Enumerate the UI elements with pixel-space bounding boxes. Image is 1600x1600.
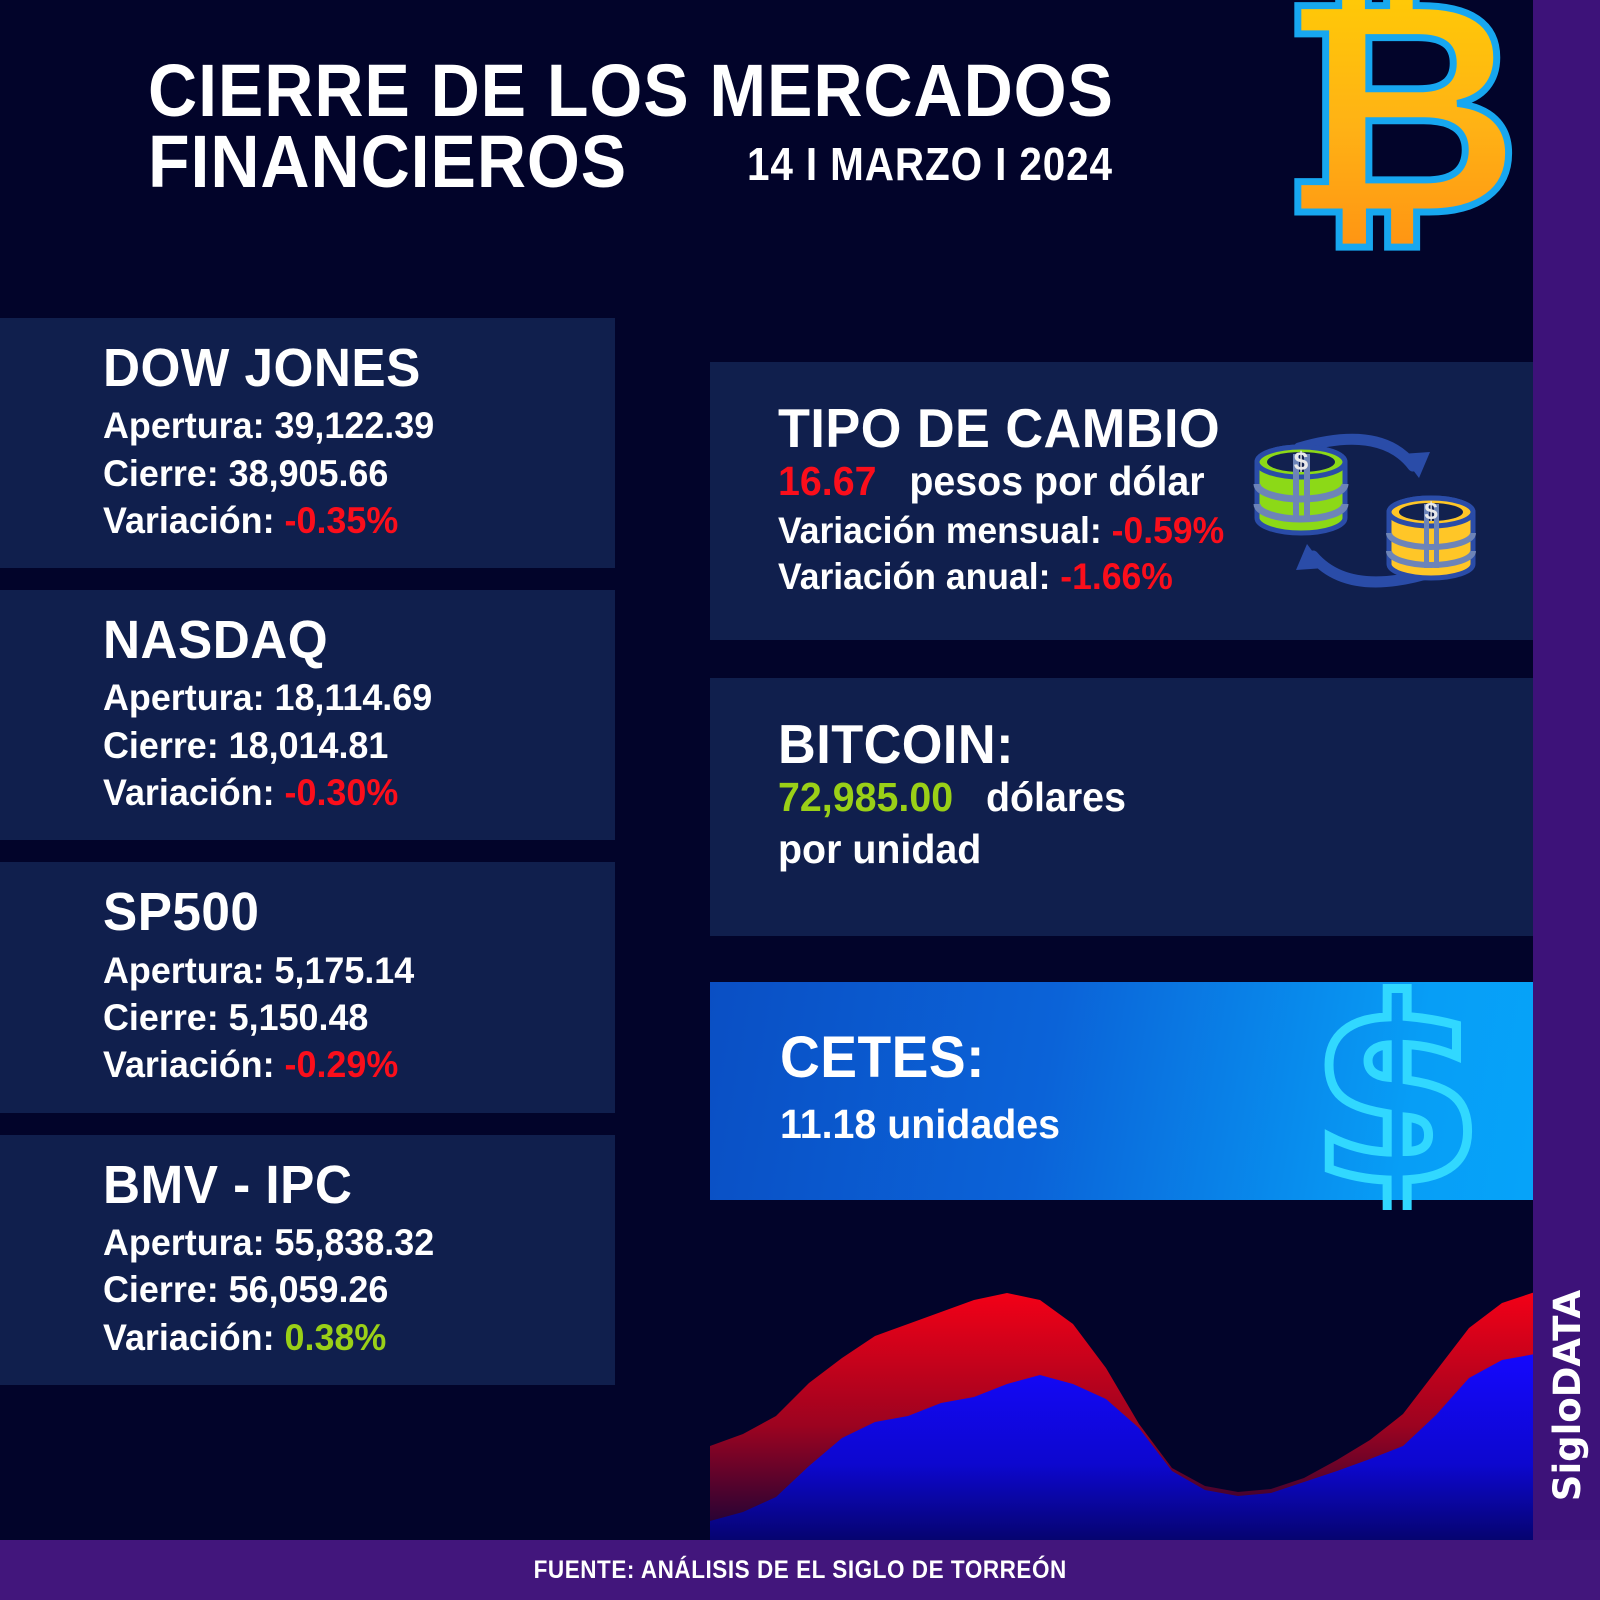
footer-source-text: FUENTE: ANÁLISIS DE EL SIGLO DE TORREÓN: [533, 1555, 1067, 1584]
apertura-label: Apertura:: [103, 405, 275, 447]
publication-date: 14 I MARZO I 2024: [746, 138, 1113, 191]
apertura-label: Apertura:: [103, 949, 275, 991]
variacion-anual-label: Variación anual:: [778, 556, 1061, 598]
variacion-value: 0.38%: [284, 1316, 387, 1358]
variacion-mensual-value: -0.59%: [1111, 509, 1225, 551]
index-name: DOW JONES: [103, 338, 421, 398]
page-title-line2: FINANCIEROS: [148, 120, 628, 204]
index-apertura-row: Apertura: 18,114.69: [103, 674, 600, 721]
footer-source-bar: FUENTE: ANÁLISIS DE EL SIGLO DE TORREÓN: [0, 1540, 1600, 1600]
variacion-label: Variación:: [103, 772, 285, 814]
right-panels-column: TIPO DE CAMBIO 16.67 pesos por dólar Var…: [710, 0, 1600, 1600]
bitcoin-title: BITCOIN:: [778, 713, 1015, 775]
apertura-value: 18,114.69: [274, 677, 433, 719]
cetes-value: 11.18 unidades: [780, 1101, 1061, 1148]
index-variacion-row: Variación: -0.35%: [103, 497, 600, 544]
bitcoin-unit-line2: por unidad: [778, 825, 982, 872]
index-apertura-row: Apertura: 39,122.39: [103, 402, 600, 449]
svg-text:$: $: [1294, 446, 1309, 476]
bitcoin-amount-value: 72,985.00: [778, 774, 965, 821]
bitcoin-unit-row: por unidad: [778, 824, 1503, 876]
index-variacion-row: Variación: 0.38%: [103, 1314, 600, 1361]
cierre-value: 38,905.66: [228, 452, 389, 494]
panel-tipo-de-cambio: TIPO DE CAMBIO 16.67 pesos por dólar Var…: [710, 362, 1533, 640]
index-name: NASDAQ: [103, 610, 329, 671]
apertura-value: 5,175.14: [274, 949, 415, 991]
index-apertura-row: Apertura: 55,838.32: [103, 1219, 600, 1266]
bitcoin-icon: ₿: [1274, 0, 1525, 280]
apertura-label: Apertura:: [103, 1221, 275, 1263]
index-name: SP500: [103, 882, 260, 943]
apertura-value: 39,122.39: [274, 405, 435, 447]
coin-exchange-icon: $ $: [1253, 433, 1476, 588]
index-cierre-row: Cierre: 38,905.66: [103, 450, 600, 497]
apertura-label: Apertura:: [103, 677, 275, 719]
svg-text:₿: ₿: [1278, 0, 1522, 280]
apertura-value: 55,838.32: [274, 1221, 435, 1263]
variacion-label: Variación:: [103, 1316, 285, 1358]
exchange-rate-unit: pesos por dólar: [909, 458, 1205, 505]
index-apertura-row: Apertura: 5,175.14: [103, 947, 600, 994]
variacion-anual-value: -1.66%: [1060, 556, 1173, 598]
cierre-label: Cierre:: [103, 1269, 229, 1311]
variacion-value: -0.29%: [284, 1044, 399, 1086]
cierre-label: Cierre:: [103, 996, 229, 1038]
cierre-value: 5,150.48: [228, 996, 369, 1038]
index-cierre-row: Cierre: 5,150.48: [103, 994, 600, 1041]
bitcoin-unit-line1: dólares: [985, 774, 1126, 821]
cierre-value: 56,059.26: [228, 1269, 389, 1311]
index-card-nasdaq: NASDAQ Apertura: 18,114.69 Cierre: 18,01…: [0, 590, 615, 841]
variacion-value: -0.30%: [284, 772, 399, 814]
index-variacion-row: Variación: -0.30%: [103, 769, 600, 816]
panel-cetes: CETES: 11.18 unidades $: [710, 974, 1600, 1210]
index-variacion-row: Variación: -0.29%: [103, 1041, 600, 1088]
cierre-value: 18,014.81: [228, 724, 389, 766]
variacion-label: Variación:: [103, 1044, 285, 1086]
index-name: BMV - IPC: [103, 1154, 353, 1215]
cierre-label: Cierre:: [103, 452, 229, 494]
cierre-label: Cierre:: [103, 724, 229, 766]
exchange-annual-row: Variación anual: -1.66%: [778, 554, 1503, 601]
exchange-rate-row: 16.67 pesos por dólar: [778, 456, 1503, 508]
bitcoin-amount-row: 72,985.00 dólares: [778, 772, 1503, 824]
header: CIERRE DE LOS MERCADOS FINANCIEROS 14 I …: [0, 0, 1533, 310]
exchange-rate-value: 16.67: [778, 458, 888, 505]
green-coin-stack: $: [1253, 444, 1349, 536]
svg-text:$: $: [1424, 498, 1438, 525]
exchange-title: TIPO DE CAMBIO: [778, 397, 1221, 459]
brand-sigodata: SigloDATA: [1534, 1245, 1600, 1545]
cetes-title: CETES:: [780, 1025, 985, 1090]
index-cierre-row: Cierre: 56,059.26: [103, 1266, 600, 1313]
market-area-chart: [710, 1286, 1600, 1540]
dollar-sign-icon: $: [1305, 974, 1489, 1210]
page-title-line1: CIERRE DE LOS MERCADOS: [148, 49, 1114, 132]
exchange-monthly-row: Variación mensual: -0.59%: [778, 508, 1503, 555]
svg-text:$: $: [1309, 974, 1484, 1210]
index-card-bmv-ipc: BMV - IPC Apertura: 55,838.32 Cierre: 56…: [0, 1134, 615, 1385]
variacion-mensual-label: Variación mensual:: [778, 509, 1112, 551]
chart-series-blue: [710, 1350, 1600, 1540]
side-strip: [1533, 0, 1600, 1540]
index-cierre-row: Cierre: 18,014.81: [103, 722, 600, 769]
variacion-label: Variación:: [103, 499, 285, 541]
index-card-dow-jones: DOW JONES Apertura: 39,122.39 Cierre: 38…: [0, 318, 615, 569]
index-card-sp500: SP500 Apertura: 5,175.14 Cierre: 5,150.4…: [0, 862, 615, 1113]
brand-label: SigloDATA: [1546, 1289, 1589, 1501]
index-cards-column: DOW JONES Apertura: 39,122.39 Cierre: 38…: [0, 318, 615, 1407]
yellow-coin-stack: $: [1386, 495, 1476, 581]
panel-bitcoin: BITCOIN: 72,985.00 dólares por unidad: [710, 678, 1533, 936]
variacion-value: -0.35%: [284, 499, 399, 541]
